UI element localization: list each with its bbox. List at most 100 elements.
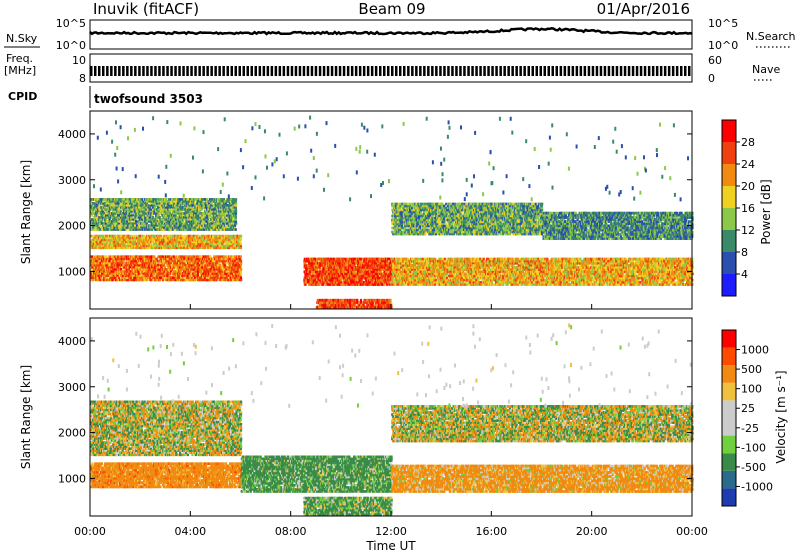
freq-bar	[162, 66, 165, 76]
freq-bar	[592, 66, 595, 76]
cpid-label: CPID	[8, 90, 37, 103]
freq-bar	[395, 66, 398, 76]
freq-bar	[483, 66, 486, 76]
freq-bar	[359, 66, 362, 76]
freq-bar	[487, 66, 490, 76]
freq-bar	[548, 66, 551, 76]
freq-bar	[407, 66, 410, 76]
freq-bar	[523, 66, 526, 76]
freq-bar	[174, 66, 177, 76]
rti-plot: Inuvik (fitACF) Beam 09 01/Apr/2016 N.Sk…	[0, 0, 800, 554]
freq-bar	[114, 66, 117, 76]
freq-bar	[459, 66, 462, 76]
freq-bar	[343, 66, 346, 76]
freq-bar	[479, 66, 482, 76]
freq-bar	[652, 66, 655, 76]
freq-bar	[351, 66, 354, 76]
freq-bar	[106, 66, 109, 76]
freq-bar	[391, 66, 394, 76]
freq-bar	[463, 66, 466, 76]
freq-bar	[443, 66, 446, 76]
freq-bar	[295, 66, 298, 76]
date-title: 01/Apr/2016	[597, 0, 690, 18]
nsky-tick-low: 10^0	[56, 39, 86, 52]
freq-bar	[664, 66, 667, 76]
heat-cell	[240, 276, 242, 279]
freq-bar	[491, 66, 494, 76]
freq-bar	[90, 66, 93, 76]
freq-bar	[255, 66, 258, 76]
freq-bar	[331, 66, 334, 76]
freq-bar	[283, 66, 286, 76]
nsky-tick-high: 10^5	[56, 17, 86, 30]
power-heatmap	[90, 116, 694, 309]
freq-bar	[403, 66, 406, 76]
freq-bar	[584, 66, 587, 76]
freq-bar	[239, 66, 242, 76]
freq-bar	[311, 66, 314, 76]
freq-bar	[267, 66, 270, 76]
heat-cell	[171, 264, 173, 267]
heat-cell	[104, 272, 106, 275]
freq-bar	[672, 66, 675, 76]
freq-bar	[676, 66, 679, 76]
freq-bar	[580, 66, 583, 76]
freq-bar	[612, 66, 615, 76]
freq-bar	[451, 66, 454, 76]
freq-bar	[511, 66, 514, 76]
freq-bar	[102, 66, 105, 76]
freq-bar	[503, 66, 506, 76]
freq-bar	[319, 66, 322, 76]
freq-bar	[190, 66, 193, 76]
freq-bar	[507, 66, 510, 76]
freq-bar	[178, 66, 181, 76]
freq-bar	[214, 66, 217, 76]
freq-bar	[339, 66, 342, 76]
beam-title: Beam 09	[358, 0, 425, 18]
freq-bar	[287, 66, 290, 76]
freq-bar	[540, 66, 543, 76]
freq-bar	[608, 66, 611, 76]
freq-bar	[363, 66, 366, 76]
nsearch-label: N.Search	[746, 30, 796, 43]
freq-bar	[130, 66, 133, 76]
nave-tick-low: 0	[708, 72, 715, 85]
freq-bar	[142, 66, 145, 76]
freq-bar	[399, 66, 402, 76]
heat-cell	[240, 255, 242, 258]
nsearch-tick-high: 10^5	[708, 17, 738, 30]
freq-bar	[222, 66, 225, 76]
freq-bar	[556, 66, 559, 76]
freq-bar	[375, 66, 378, 76]
freq-bar	[467, 66, 470, 76]
freq-bar	[532, 66, 535, 76]
freq-bar	[447, 66, 450, 76]
nave-label: Nave	[752, 63, 780, 76]
freq-bar	[271, 66, 274, 76]
freq-bar	[560, 66, 563, 76]
heat-cell	[240, 260, 242, 263]
freq-bar	[564, 66, 567, 76]
nsearch-tick-low: 10^0	[708, 39, 738, 52]
freq-bar	[624, 66, 627, 76]
freq-bar	[303, 66, 306, 76]
freq-bar	[154, 66, 157, 76]
freq-bar	[552, 66, 555, 76]
freq-bar	[536, 66, 539, 76]
freq-bar	[327, 66, 330, 76]
freq-bar	[455, 66, 458, 76]
freq-bar	[684, 66, 687, 76]
freq-bar	[218, 66, 221, 76]
freq-bar	[335, 66, 338, 76]
freq-bars	[90, 66, 691, 76]
freq-bar	[636, 66, 639, 76]
freq-unit: [MHz]	[4, 64, 36, 77]
freq-bar	[640, 66, 643, 76]
freq-bar	[572, 66, 575, 76]
nave-tick-high: 60	[708, 54, 722, 67]
freq-bar	[243, 66, 246, 76]
freq-bar	[528, 66, 531, 76]
freq-bar	[150, 66, 153, 76]
freq-bar	[415, 66, 418, 76]
nsky-label: N.Sky	[6, 32, 38, 45]
